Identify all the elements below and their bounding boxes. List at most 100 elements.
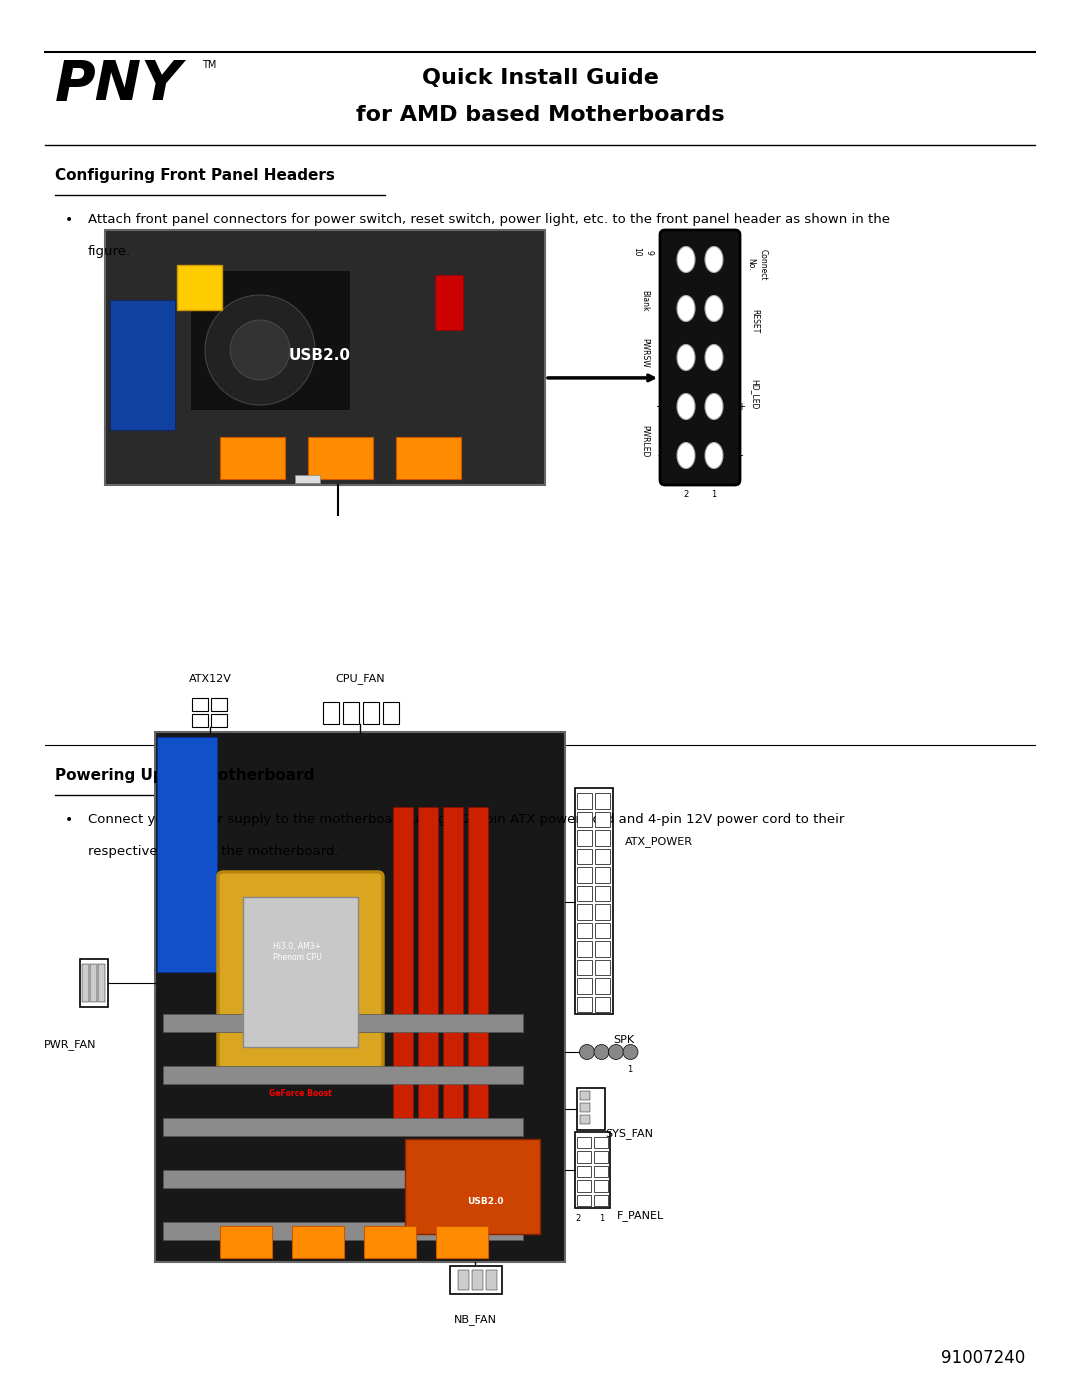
Text: Blank: Blank <box>640 291 649 312</box>
Bar <box>595 886 610 901</box>
Bar <box>580 1115 590 1125</box>
Text: 1: 1 <box>599 1214 604 1222</box>
Bar <box>211 698 227 711</box>
Bar <box>577 942 592 957</box>
Ellipse shape <box>705 394 723 419</box>
Text: +: + <box>737 401 745 412</box>
Circle shape <box>580 1045 594 1059</box>
Bar <box>192 698 208 711</box>
Bar <box>577 793 592 809</box>
Bar <box>80 958 108 1007</box>
Bar <box>190 270 350 409</box>
Ellipse shape <box>677 345 696 370</box>
Bar <box>157 738 217 972</box>
Bar <box>82 964 89 1002</box>
Text: respective ports on the motherboard.: respective ports on the motherboard. <box>87 845 339 858</box>
Bar <box>577 996 592 1011</box>
Circle shape <box>623 1045 638 1059</box>
Text: Attach front panel connectors for power switch, reset switch, power light, etc. : Attach front panel connectors for power … <box>87 212 890 226</box>
FancyBboxPatch shape <box>218 872 383 1071</box>
Text: Powering Up the Motherboard: Powering Up the Motherboard <box>55 768 314 782</box>
Bar <box>383 703 399 724</box>
Circle shape <box>594 1045 609 1059</box>
Bar <box>393 807 413 1122</box>
Bar <box>163 1118 523 1136</box>
Text: PNY: PNY <box>55 59 183 112</box>
Text: PWRLED: PWRLED <box>640 425 649 457</box>
Bar <box>405 1139 540 1234</box>
Ellipse shape <box>705 443 723 468</box>
Bar <box>363 703 379 724</box>
Ellipse shape <box>705 296 723 321</box>
FancyBboxPatch shape <box>660 231 740 485</box>
Bar <box>577 868 592 883</box>
Bar <box>595 942 610 957</box>
Text: SYS_FAN: SYS_FAN <box>605 1129 653 1140</box>
Text: +: + <box>654 401 663 412</box>
Text: No.: No. <box>746 258 756 271</box>
Bar <box>163 1171 523 1187</box>
Bar <box>594 1151 608 1162</box>
Bar <box>595 812 610 827</box>
Bar <box>110 300 175 430</box>
Bar <box>595 848 610 863</box>
Bar <box>308 437 373 479</box>
Ellipse shape <box>677 394 696 419</box>
Bar <box>595 830 610 845</box>
Text: GeForce Boost: GeForce Boost <box>269 1090 332 1098</box>
Bar <box>577 1088 605 1130</box>
Bar <box>595 922 610 937</box>
Text: -: - <box>739 450 743 461</box>
Bar <box>577 812 592 827</box>
Bar <box>163 1014 523 1032</box>
Bar <box>577 886 592 901</box>
Bar <box>577 978 592 993</box>
Ellipse shape <box>677 246 696 272</box>
Text: •: • <box>65 212 73 226</box>
Text: 10: 10 <box>575 1120 585 1130</box>
Bar <box>177 265 222 310</box>
Text: figure.: figure. <box>87 244 131 258</box>
Bar <box>364 1227 416 1259</box>
Text: PWR_FAN: PWR_FAN <box>44 1039 96 1051</box>
Bar <box>443 807 463 1122</box>
Text: ATX12V: ATX12V <box>189 673 231 685</box>
Bar <box>220 1227 272 1259</box>
Bar <box>156 732 565 1261</box>
Text: •: • <box>65 813 73 827</box>
Bar <box>163 1066 523 1084</box>
Text: CPU_FAN: CPU_FAN <box>335 673 384 685</box>
Text: Connect your power supply to the motherboard using a 24-pin ATX power cord and 4: Connect your power supply to the motherb… <box>87 813 845 826</box>
Text: Connect: Connect <box>758 249 768 281</box>
Bar <box>396 437 461 479</box>
Text: 1: 1 <box>712 490 717 499</box>
Circle shape <box>205 295 315 405</box>
Text: ATX_POWER: ATX_POWER <box>625 837 693 848</box>
Bar <box>595 996 610 1011</box>
Bar <box>418 807 438 1122</box>
Bar <box>575 1132 610 1208</box>
Text: 10: 10 <box>633 247 642 257</box>
Text: 9: 9 <box>597 1120 603 1130</box>
Text: TM: TM <box>202 60 216 70</box>
Bar <box>580 1091 590 1099</box>
Bar <box>577 1180 591 1192</box>
Bar <box>243 897 357 1046</box>
Bar <box>468 807 488 1122</box>
Bar <box>595 960 610 975</box>
Text: USB2.0: USB2.0 <box>467 1197 503 1207</box>
Text: HI3.0, AM3+
Phenom CPU: HI3.0, AM3+ Phenom CPU <box>272 943 322 961</box>
Bar <box>486 1270 497 1289</box>
Text: 2: 2 <box>575 1214 580 1222</box>
Bar <box>594 1194 608 1206</box>
Text: PWRSW: PWRSW <box>640 338 649 367</box>
Circle shape <box>608 1045 623 1059</box>
Ellipse shape <box>705 345 723 370</box>
Text: Quick Install Guide: Quick Install Guide <box>421 68 659 88</box>
Bar <box>577 904 592 919</box>
Bar <box>594 1180 608 1192</box>
Bar <box>450 1266 502 1294</box>
Text: 9: 9 <box>645 250 653 254</box>
Text: Configuring Front Panel Headers: Configuring Front Panel Headers <box>55 168 335 183</box>
Text: SPK: SPK <box>613 1035 634 1045</box>
